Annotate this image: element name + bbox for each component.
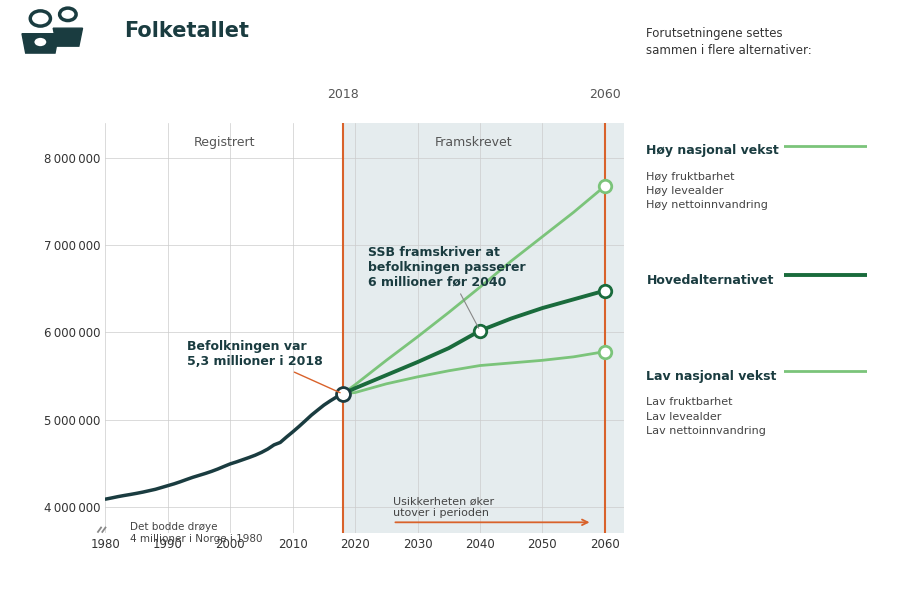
- Text: Lav fruktbarhet
Lav levealder
Lav nettoinnvandring: Lav fruktbarhet Lav levealder Lav nettoi…: [646, 397, 767, 436]
- Text: 2018: 2018: [326, 88, 359, 101]
- Bar: [343, 123, 624, 533]
- Text: Høy nasjonal vekst: Høy nasjonal vekst: [646, 144, 779, 158]
- Polygon shape: [53, 28, 83, 46]
- Text: Befolkningen var
5,3 millioner i 2018: Befolkningen var 5,3 millioner i 2018: [186, 340, 340, 393]
- Text: 2060: 2060: [589, 88, 621, 101]
- Text: Usikkerheten øker
utover i perioden: Usikkerheten øker utover i perioden: [392, 497, 493, 518]
- Text: Registrert: Registrert: [193, 135, 255, 149]
- Text: Høy fruktbarhet
Høy levealder
Høy nettoinnvandring: Høy fruktbarhet Høy levealder Høy nettoi…: [646, 172, 768, 210]
- Text: Forutsetningene settes
sammen i flere alternativer:: Forutsetningene settes sammen i flere al…: [646, 27, 812, 57]
- Text: Det bodde drøye
4 millioner i Norge i 1980: Det bodde drøye 4 millioner i Norge i 19…: [130, 523, 263, 544]
- Text: SSB framskriver at
befolkningen passerer
6 millioner før 2040: SSB framskriver at befolkningen passerer…: [368, 246, 525, 328]
- Circle shape: [33, 37, 48, 48]
- Text: Lav nasjonal vekst: Lav nasjonal vekst: [646, 370, 777, 383]
- Text: Folketallet: Folketallet: [124, 21, 249, 41]
- Text: Framskrevet: Framskrevet: [435, 135, 513, 149]
- Polygon shape: [22, 34, 59, 53]
- Text: Hovedalternativet: Hovedalternativet: [646, 274, 774, 287]
